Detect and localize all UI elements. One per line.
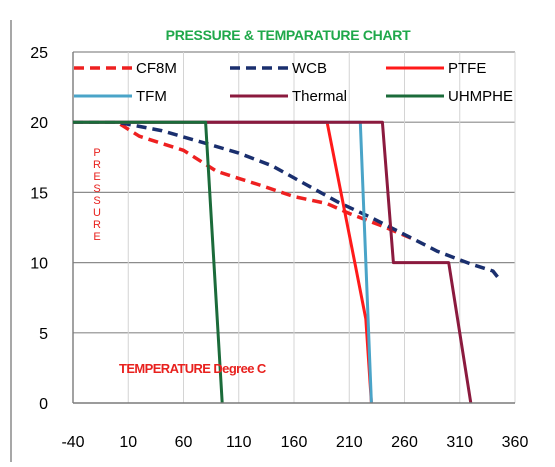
- y-axis-label-letter: E: [93, 171, 100, 183]
- y-tick-label: 5: [39, 326, 48, 343]
- y-axis-label-letter: R: [93, 219, 101, 231]
- y-axis-label-letter: S: [93, 195, 100, 207]
- legend-label-wcb: WCB: [292, 60, 327, 77]
- y-axis-label-letter: P: [93, 147, 100, 159]
- x-tick-label: 360: [502, 434, 529, 451]
- x-tick-label: 260: [391, 434, 418, 451]
- legend-label-tfm: TFM: [136, 88, 167, 105]
- x-tick-label: 310: [446, 434, 473, 451]
- legend-label-thermal: Thermal: [292, 88, 347, 105]
- y-tick-label: 20: [30, 115, 48, 132]
- temperature-annotation: TEMPERATURE Degree C: [119, 361, 267, 376]
- y-axis-label-letter: E: [93, 231, 100, 243]
- chart-title: PRESSURE & TEMPARATURE CHART: [166, 27, 411, 43]
- axes: -40 10 60 110 160 210 260 310 360 0 5 10 15 20 25: [30, 45, 528, 451]
- legend-label-ptfe: PTFE: [448, 60, 486, 77]
- x-tick-label: 110: [226, 434, 252, 451]
- x-tick-label: 10: [119, 434, 137, 451]
- series-line-uhmphe: [73, 120, 224, 404]
- y-tick-label: 0: [39, 396, 48, 413]
- y-tick-label: 25: [30, 45, 48, 62]
- x-tick-label: 160: [281, 434, 308, 451]
- legend: CF8M WCB PTFE TFM Thermal UHMPHE: [74, 60, 513, 105]
- series-line-thermal: [73, 120, 473, 404]
- legend-label-uhmphe: UHMPHE: [448, 88, 513, 105]
- x-tick-label: -40: [61, 434, 84, 451]
- y-axis-label-letter: S: [93, 183, 100, 195]
- x-tick-label: 210: [336, 434, 363, 451]
- y-axis-label-letter: U: [93, 207, 101, 219]
- y-tick-label: 15: [30, 185, 48, 202]
- pressure-axis-label: PRESSURE: [93, 147, 101, 243]
- plot-series: [73, 120, 500, 404]
- y-tick-label: 10: [30, 256, 48, 273]
- x-tick-label: 60: [175, 434, 193, 451]
- grid: [72, 51, 516, 403]
- legend-label-cf8m: CF8M: [136, 60, 177, 77]
- y-axis-label-letter: R: [93, 159, 101, 171]
- series-line-wcb: [73, 120, 500, 280]
